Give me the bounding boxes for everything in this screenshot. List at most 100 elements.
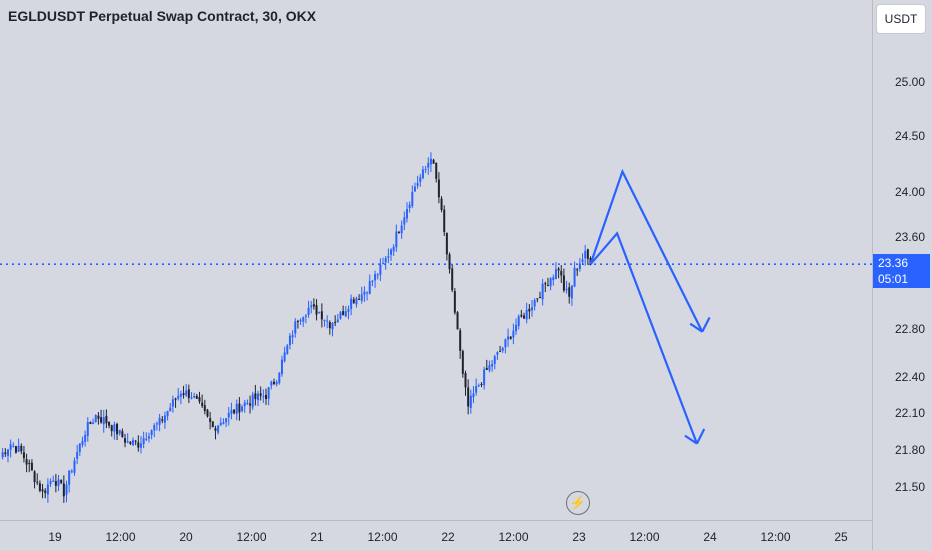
candle-body [355,298,358,305]
candle-body [302,317,305,322]
candle-body [520,314,523,317]
candle-body [517,316,520,326]
candle-body [475,386,478,393]
candle-body [347,309,350,312]
candle-body [81,440,84,445]
candle-body [501,347,504,351]
candle-body [584,250,587,259]
candle-body [161,419,164,421]
candle-body [565,288,568,291]
candle-body [62,483,65,497]
candle-body [480,383,483,385]
candle-body [363,291,366,295]
candle-body [217,425,220,433]
candle-body [94,415,97,422]
candle-body [28,462,31,464]
candle-body [413,186,416,192]
candle-body [437,179,440,198]
candle-body [424,169,427,171]
candle-body [4,452,7,455]
candle-body [557,268,560,271]
candle-body [496,352,499,355]
candle-body [541,283,544,300]
candle-body [33,471,36,483]
candle-body [304,315,307,317]
candle-body [132,440,134,446]
candle-body [209,418,212,422]
candle-body [169,407,172,412]
bar-countdown-label: 05:01 [878,272,909,286]
candle-body [134,440,137,442]
time-tick-label: 19 [48,530,62,544]
candle-body [411,192,414,206]
price-tick-label: 21.80 [894,442,925,457]
candle-body [97,415,100,419]
time-tick-label: 12:00 [498,530,529,544]
candle-body [326,320,329,322]
candle-body [552,277,555,281]
candle-body [573,267,576,287]
candle-body [129,441,132,444]
candle-body [76,452,79,459]
candle-body [368,281,371,294]
candle-body [390,249,393,255]
candle-body [116,423,119,435]
price-tick-label: 22.10 [894,406,925,421]
candle-body [118,429,121,434]
price-tick-label: 22.40 [894,369,925,384]
candle-body [124,438,127,443]
candle-body [78,443,81,452]
time-tick-label: 25 [834,530,848,544]
lightning-bolt-icon[interactable]: ⚡ [566,491,590,515]
candle-body [586,249,589,259]
price-tick-label: 24.00 [894,184,925,199]
candle-body [538,297,541,299]
candle-body [259,393,262,396]
candle-body [408,204,411,209]
candle-body [525,309,528,320]
candle-body [427,162,430,168]
candle-body [440,198,443,210]
candle-body [469,395,472,408]
candle-body [499,350,502,352]
candle-body [137,442,140,448]
candle-body [17,445,20,452]
candle-body [533,300,536,307]
candle-body [568,287,571,297]
time-tick-label: 12:00 [760,530,791,544]
time-axis[interactable]: 19 12:00 20 12:00 21 12:00 22 12:00 23 12:00 24 12:… [0,520,872,551]
candle-body [198,397,201,402]
chart-plot-area[interactable]: EGLDUSDT Perpetual Swap Contract, 30, OK… [0,0,872,520]
candle-body [174,398,177,400]
candle-body [121,431,124,438]
candle-body [102,417,105,425]
candle-body [464,372,467,388]
candle-body [12,445,15,447]
time-tick-label: 20 [179,530,193,544]
candle-body [467,387,470,407]
candle-body [278,373,281,384]
candle-body [291,335,294,338]
candle-body [270,381,273,386]
candle-body [241,406,244,411]
candle-body [166,411,169,417]
currency-button[interactable]: USDT [876,4,926,34]
candle-body [147,436,150,439]
price-axis[interactable]: 25.00 24.50 24.00 23.60 22.80 22.40 22.10 21.80… [872,0,932,550]
candle-body [451,268,454,291]
candle-body [65,484,68,495]
candle-body [262,396,265,398]
candle-body [562,275,565,291]
candle-body [38,483,41,491]
candle-body [528,308,531,312]
candle-body [371,280,374,282]
candle-body [288,335,291,346]
time-tick-label: 12:00 [367,530,398,544]
candle-body [14,446,17,453]
candle-body [86,422,89,437]
candle-body [445,232,448,255]
candle-body [429,158,432,165]
candle-body [360,294,363,301]
candlestick-chart[interactable] [0,0,872,520]
